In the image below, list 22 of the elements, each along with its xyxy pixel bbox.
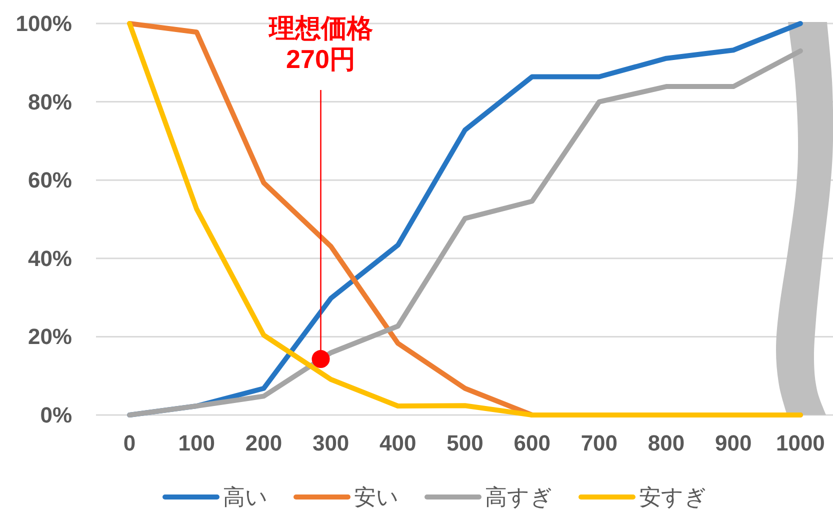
x-tick-label: 200	[245, 430, 282, 456]
y-tick-label: 40%	[28, 246, 72, 271]
x-tick-label: 400	[380, 430, 416, 456]
x-tick-label: 900	[715, 430, 752, 456]
annotation: 理想価格 270円	[268, 13, 373, 74]
x-tick-label: 300	[312, 430, 350, 456]
x-tick-label: 800	[648, 430, 685, 456]
legend-label: 高すぎ	[485, 484, 553, 510]
x-tick-label: 0	[123, 430, 136, 456]
y-tick-label: 20%	[28, 324, 72, 350]
x-tick-label: 700	[580, 430, 618, 456]
x-tick-label: 600	[514, 430, 550, 456]
x-tick-label: 500	[446, 430, 484, 456]
y-tick-label: 100%	[16, 11, 72, 36]
x-tick-label: 100	[178, 430, 215, 456]
x-tick-label: 1000	[776, 430, 825, 456]
y-tick-label: 80%	[28, 89, 72, 114]
legend-label: 高い	[223, 484, 268, 510]
legend-label: 安すぎ	[639, 484, 707, 510]
legend-label: 安い	[354, 484, 399, 510]
y-tick-label: 60%	[28, 168, 72, 193]
y-tick-label: 0%	[40, 402, 72, 428]
